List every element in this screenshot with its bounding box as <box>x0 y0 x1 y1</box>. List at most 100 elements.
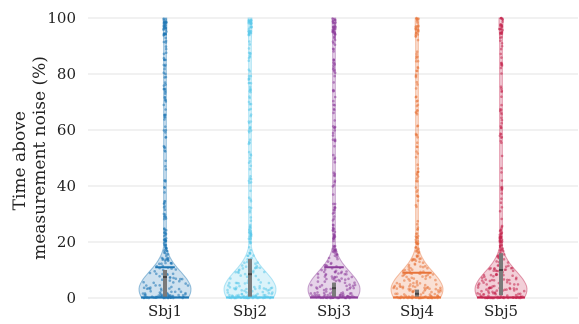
data-point <box>500 103 503 107</box>
data-point <box>164 258 167 262</box>
data-point <box>254 262 257 266</box>
data-point <box>407 277 410 281</box>
data-point <box>322 291 326 295</box>
data-point <box>500 95 503 98</box>
data-point <box>228 286 232 289</box>
data-point <box>162 129 166 132</box>
data-point <box>416 199 420 202</box>
data-point <box>499 31 502 35</box>
data-point <box>334 33 337 36</box>
data-point <box>253 285 256 289</box>
data-point <box>333 126 336 130</box>
data-point <box>322 288 326 292</box>
data-point <box>163 215 166 219</box>
data-point <box>434 278 437 282</box>
data-point <box>228 293 231 297</box>
data-point <box>334 248 338 251</box>
data-point <box>335 255 339 259</box>
data-point <box>332 50 335 53</box>
data-point <box>500 197 503 200</box>
data-point <box>163 146 167 149</box>
data-point <box>513 283 516 286</box>
data-point <box>240 289 243 292</box>
data-point <box>164 113 167 117</box>
data-point <box>333 173 336 177</box>
data-point <box>487 287 491 290</box>
data-point <box>476 292 479 295</box>
data-point <box>401 286 405 290</box>
data-point <box>226 291 230 294</box>
data-point <box>249 102 253 106</box>
data-point <box>162 103 166 107</box>
data-point <box>500 56 503 59</box>
data-point <box>249 233 253 236</box>
data-point <box>245 287 248 291</box>
data-point <box>340 270 344 274</box>
data-point <box>169 294 172 297</box>
data-point <box>500 192 504 195</box>
data-point <box>248 131 251 134</box>
data-point <box>499 139 503 143</box>
data-point <box>416 136 420 139</box>
data-point <box>414 238 418 241</box>
data-point <box>249 229 253 233</box>
y-axis-title-line-1: Time above <box>10 111 30 210</box>
data-point <box>172 281 175 284</box>
data-point <box>424 277 427 281</box>
data-point <box>345 273 348 276</box>
data-point <box>164 239 167 242</box>
data-point <box>333 138 337 141</box>
data-point <box>416 167 420 170</box>
data-point <box>416 83 419 86</box>
data-point <box>415 57 418 60</box>
data-point <box>249 87 252 91</box>
data-point <box>327 256 331 260</box>
data-point <box>329 262 333 266</box>
data-point <box>161 258 164 262</box>
data-point <box>336 257 339 261</box>
data-point <box>410 276 414 280</box>
data-point <box>332 153 335 157</box>
y-tick-label: 60 <box>57 121 76 139</box>
data-point <box>417 251 421 255</box>
data-point <box>269 286 273 290</box>
data-point <box>415 172 419 175</box>
data-point <box>324 263 328 267</box>
data-point <box>500 121 504 125</box>
data-point <box>345 270 348 273</box>
data-point <box>179 290 183 294</box>
data-point <box>416 25 419 29</box>
data-point <box>263 270 266 274</box>
data-point <box>249 216 253 219</box>
data-point <box>311 294 314 298</box>
data-point <box>318 285 322 289</box>
data-point <box>500 217 504 221</box>
data-point <box>162 40 166 44</box>
data-point <box>416 180 419 183</box>
data-point <box>416 195 420 198</box>
data-point <box>414 73 418 77</box>
data-point <box>261 290 265 294</box>
data-point <box>268 288 271 292</box>
data-point <box>415 232 419 235</box>
data-point <box>410 268 414 272</box>
data-point <box>165 252 168 256</box>
data-point <box>248 181 251 185</box>
data-point <box>249 248 252 252</box>
data-point <box>411 290 415 294</box>
data-point <box>333 208 336 212</box>
data-point <box>143 292 147 295</box>
data-point <box>164 72 167 76</box>
data-point <box>256 261 259 264</box>
data-point <box>243 282 247 285</box>
data-point <box>439 286 442 290</box>
data-point <box>249 199 253 203</box>
data-point <box>164 83 167 86</box>
data-point <box>492 279 496 282</box>
data-point <box>398 285 402 288</box>
data-point <box>250 25 253 29</box>
data-point <box>333 103 336 107</box>
data-point <box>333 144 336 148</box>
data-point <box>412 281 415 285</box>
data-point <box>323 280 327 283</box>
